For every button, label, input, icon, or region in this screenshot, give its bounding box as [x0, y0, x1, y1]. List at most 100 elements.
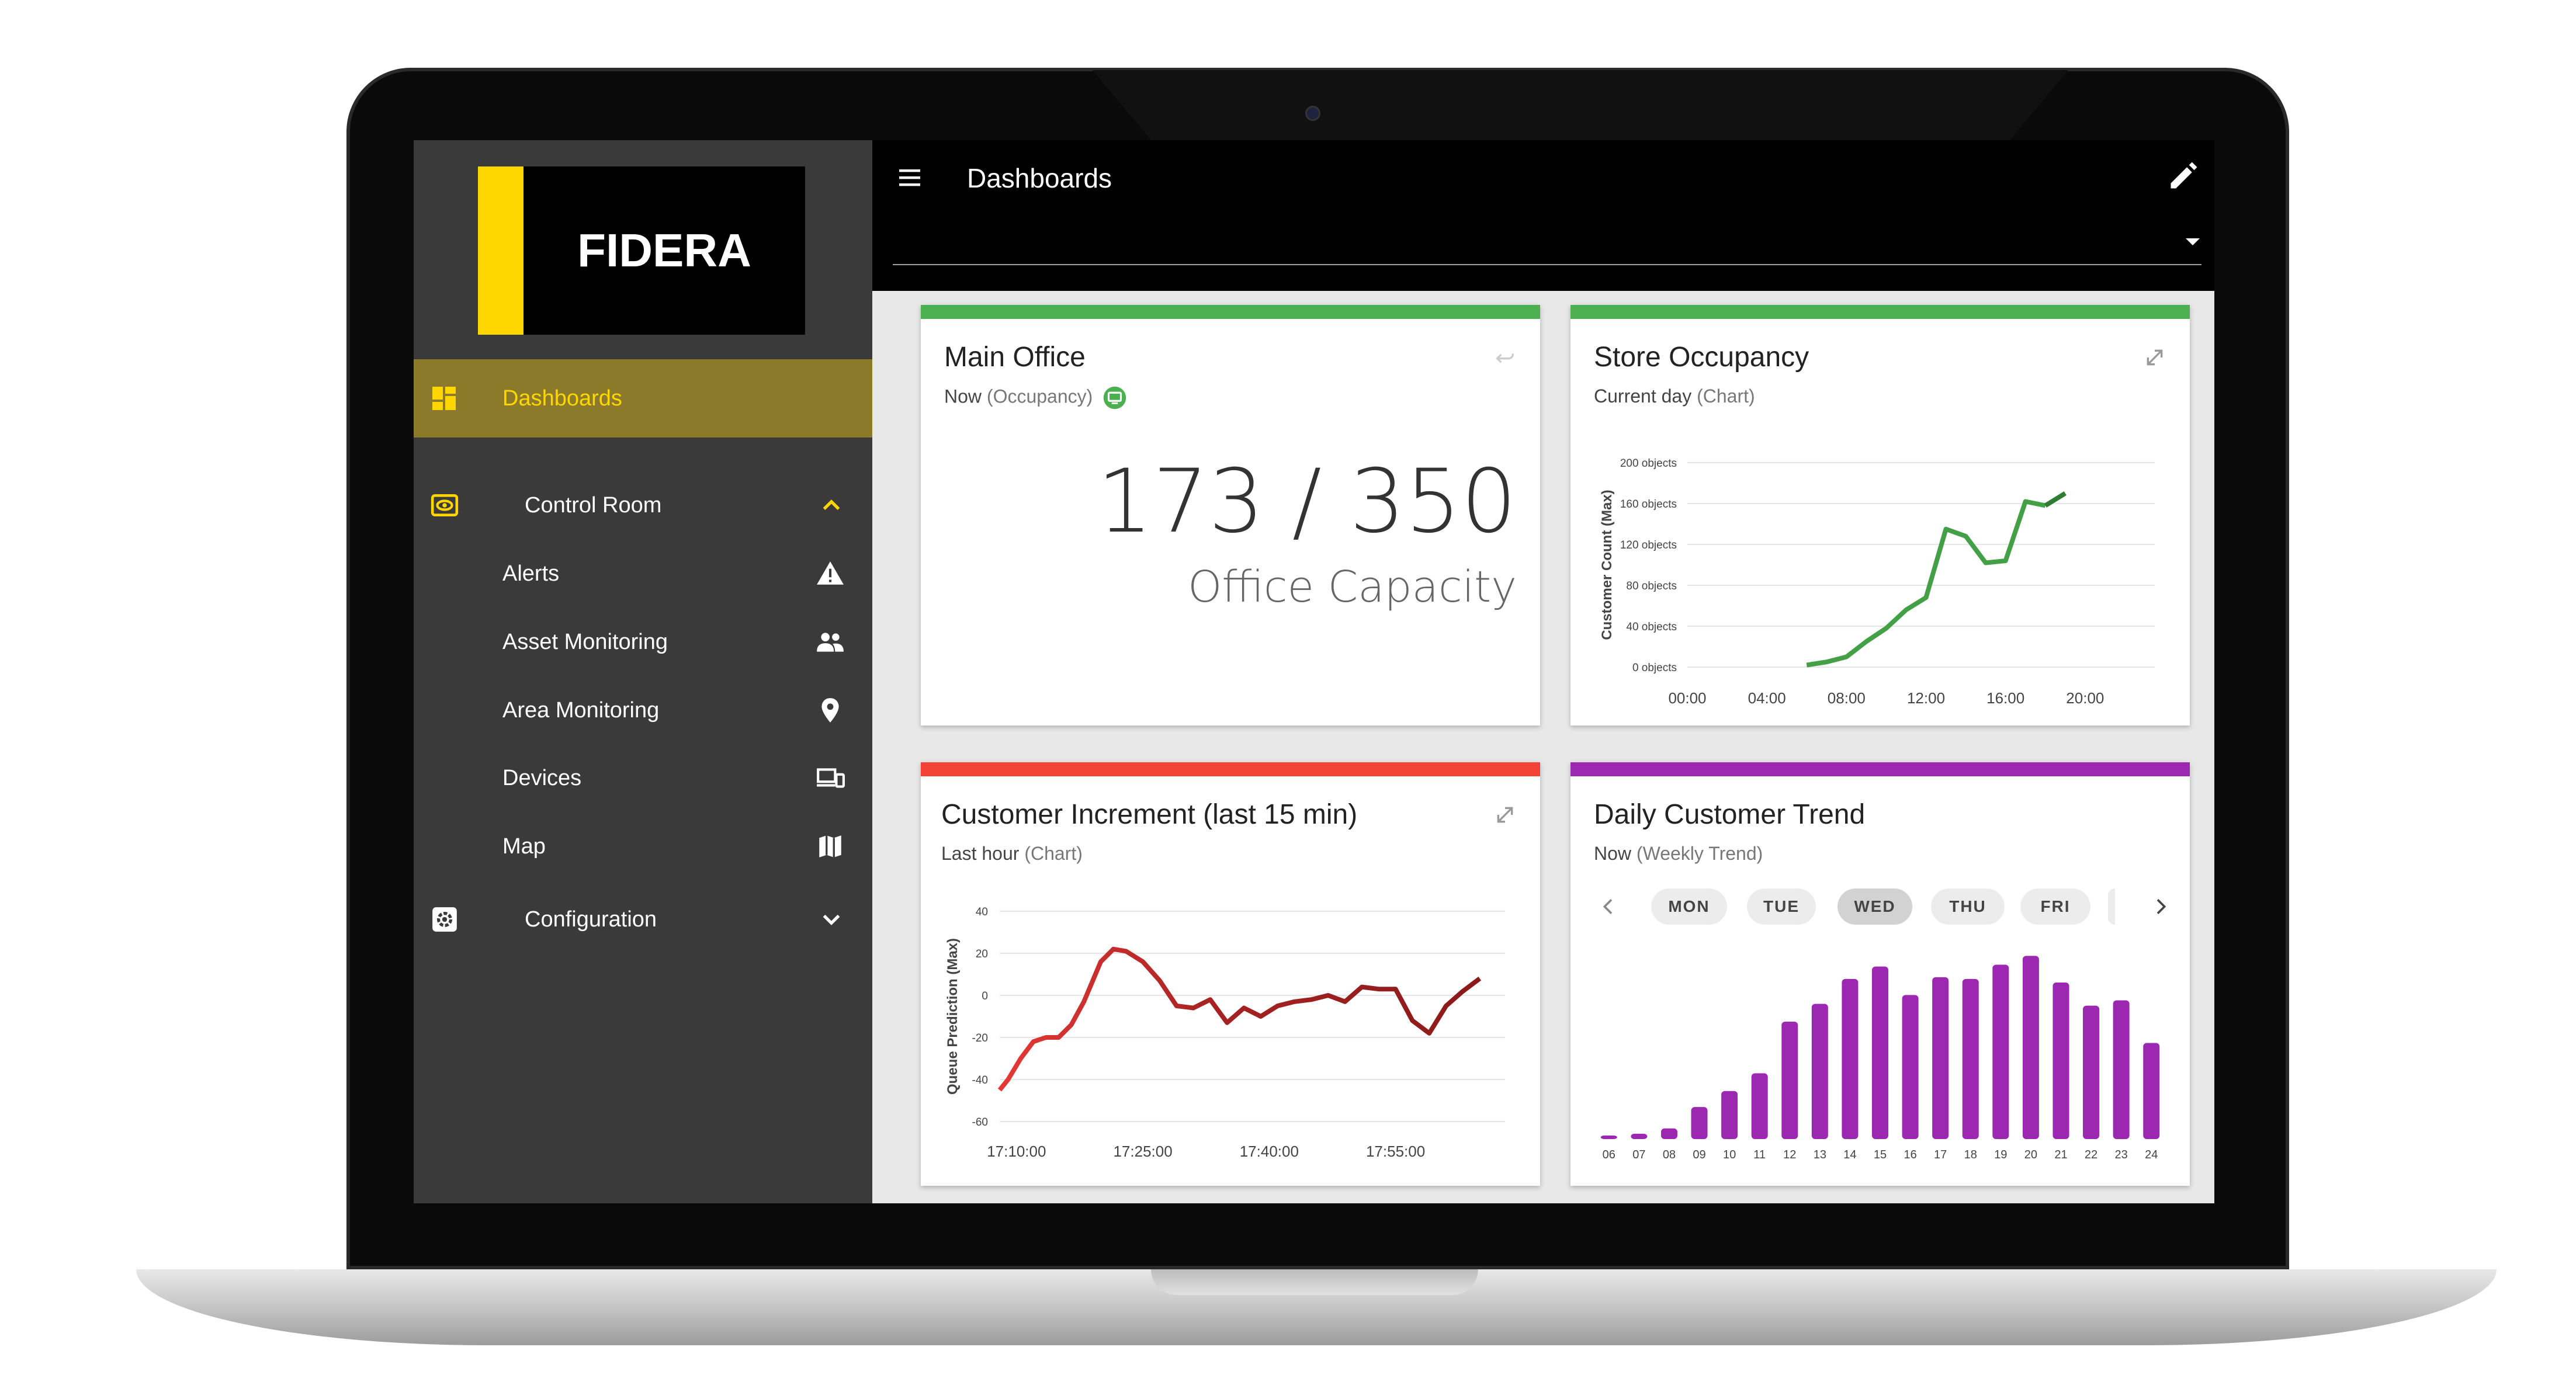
chevron-down-icon[interactable] [817, 905, 846, 934]
app-screen: FIDERA Dashboards Control Room Alerts [414, 140, 2214, 1203]
x-tick-label: 21 [2054, 1148, 2067, 1161]
card-store-occupancy: Store Occupancy Current day (Chart) 0 ob… [1570, 305, 2190, 725]
x-tick-label: 14 [1843, 1148, 1856, 1161]
expand-icon[interactable] [1493, 803, 1517, 827]
x-tick-label: 08 [1663, 1148, 1676, 1161]
x-tick-label: 04:00 [1748, 689, 1786, 707]
card-color-bar [921, 762, 1540, 776]
sidebar-item-alerts[interactable]: Alerts [414, 544, 872, 603]
logo-accent-bar [478, 166, 523, 335]
card-title: Main Office [944, 342, 1086, 373]
devices-icon [817, 768, 845, 788]
bar [1932, 977, 1949, 1139]
card-title: Customer Increment (last 15 min) [941, 799, 1358, 830]
card-subtitle-period: Last hour [941, 843, 1020, 864]
y-tick-label: 80 objects [1626, 580, 1677, 592]
x-tick-label: 24 [2145, 1148, 2158, 1161]
x-tick-label: 17:10:00 [987, 1143, 1046, 1160]
x-tick-label: 12:00 [1907, 689, 1945, 707]
card-color-bar [1570, 305, 2190, 319]
dashboard-select-dropdown-icon[interactable] [2186, 238, 2200, 245]
daily-customer-trend-chart: 06 07 08 09 10 11 12 13 14 15 16 17 18 19 20 21 22 23 24 [1600, 956, 2160, 1161]
sidebar-item-label: Map [502, 834, 546, 859]
expand-icon[interactable] [2143, 346, 2166, 369]
day-button-thu[interactable]: THU [1931, 888, 2005, 925]
card-color-bar [1570, 762, 2190, 776]
chevron-right-icon[interactable] [2149, 895, 2172, 918]
series-line [997, 946, 1482, 1092]
bar [1811, 1004, 1828, 1139]
menu-icon[interactable] [896, 164, 924, 192]
laptop-hinge-notch [1151, 1269, 1478, 1295]
bar [1902, 995, 1919, 1139]
sidebar: FIDERA Dashboards Control Room Alerts [414, 140, 872, 1203]
edit-icon[interactable] [2166, 158, 2201, 193]
sidebar-item-asset-monitoring[interactable]: Asset Monitoring [414, 613, 872, 671]
camera-icon [1305, 106, 1320, 121]
y-tick-label: 20 [976, 948, 988, 960]
top-bar: Dashboards [872, 140, 2214, 291]
card-subtitle-type: (Weekly Trend) [1631, 843, 1763, 864]
occupancy-status-icon [1103, 386, 1126, 409]
bar [1842, 978, 1859, 1139]
card-subtitle-period: Current day [1594, 386, 1692, 407]
bar [1781, 1022, 1798, 1139]
sidebar-item-map[interactable]: Map [414, 817, 872, 876]
x-tick-label: 06 [1603, 1148, 1615, 1161]
x-tick-label: 15 [1874, 1148, 1887, 1161]
dashboard-select-underline [893, 264, 2201, 265]
card-subtitle-period: Now [944, 386, 982, 407]
series-line-latest [2044, 491, 2067, 508]
sidebar-item-label: Devices [502, 766, 582, 790]
settings-icon [432, 907, 457, 932]
laptop-notch [1093, 70, 2068, 140]
sidebar-item-devices[interactable]: Devices [414, 749, 872, 807]
x-tick-label: 17:55:00 [1366, 1143, 1425, 1160]
day-button-tue[interactable]: TUE [1747, 888, 1816, 925]
sidebar-item-label: Area Monitoring [502, 698, 660, 723]
store-occupancy-chart: 0 objects 40 objects 80 objects 120 objects… [1599, 457, 2155, 707]
card-subtitle: Current day (Chart) [1594, 386, 1755, 407]
day-button-fri[interactable]: FRI [2020, 888, 2090, 925]
sidebar-item-area-monitoring[interactable]: Area Monitoring [414, 681, 872, 740]
logo: FIDERA [478, 166, 805, 335]
bar [1992, 964, 2009, 1139]
location-pin-icon [821, 698, 839, 723]
bar [1872, 966, 1888, 1139]
sidebar-item-configuration[interactable]: Configuration [414, 890, 872, 949]
series-line [1806, 499, 2046, 668]
day-button-wed[interactable]: WED [1837, 888, 1912, 925]
bar [2053, 983, 2069, 1139]
sidebar-item-control-room[interactable]: Control Room [414, 476, 872, 534]
sidebar-item-label: Alerts [502, 561, 560, 586]
y-tick-label: 40 [976, 906, 988, 918]
x-tick-label: 16:00 [1986, 689, 2024, 707]
bar [1660, 1128, 1677, 1139]
card-title: Store Occupancy [1594, 342, 1809, 373]
x-tick-label: 00:00 [1668, 689, 1706, 707]
y-tick-label: 40 objects [1626, 621, 1677, 633]
x-tick-label: 23 [2115, 1148, 2128, 1161]
bar [1751, 1073, 1768, 1139]
y-tick-label: 0 objects [1632, 662, 1677, 674]
y-tick-label: 160 objects [1620, 498, 1677, 511]
y-tick-label: -20 [972, 1032, 988, 1044]
bar [2143, 1043, 2160, 1139]
card-daily-customer-trend: Daily Customer Trend Now (Weekly Trend) … [1570, 762, 2190, 1186]
sidebar-item-dashboards[interactable]: Dashboards [414, 359, 872, 438]
x-tick-label: 16 [1904, 1148, 1916, 1161]
bar [1962, 978, 1979, 1139]
customer-increment-chart: 40 20 0 -20 -40 -60 17:10:00 17:25:00 17:40:00 17… [945, 906, 1505, 1160]
x-tick-label: 18 [1964, 1148, 1977, 1161]
sidebar-item-label: Asset Monitoring [502, 630, 668, 654]
x-tick-label: 17 [1934, 1148, 1947, 1161]
y-axis-label: Queue Prediction (Max) [945, 938, 961, 1095]
day-button-mon[interactable]: MON [1651, 888, 1727, 925]
undo-icon[interactable] [1493, 346, 1517, 369]
chevron-left-icon[interactable] [1597, 895, 1620, 918]
dashboard-icon [432, 387, 456, 410]
x-tick-label: 17:40:00 [1240, 1143, 1299, 1160]
chevron-up-icon[interactable] [817, 491, 846, 520]
card-subtitle: Last hour (Chart) [941, 843, 1083, 865]
y-tick-label: 120 objects [1620, 539, 1677, 551]
